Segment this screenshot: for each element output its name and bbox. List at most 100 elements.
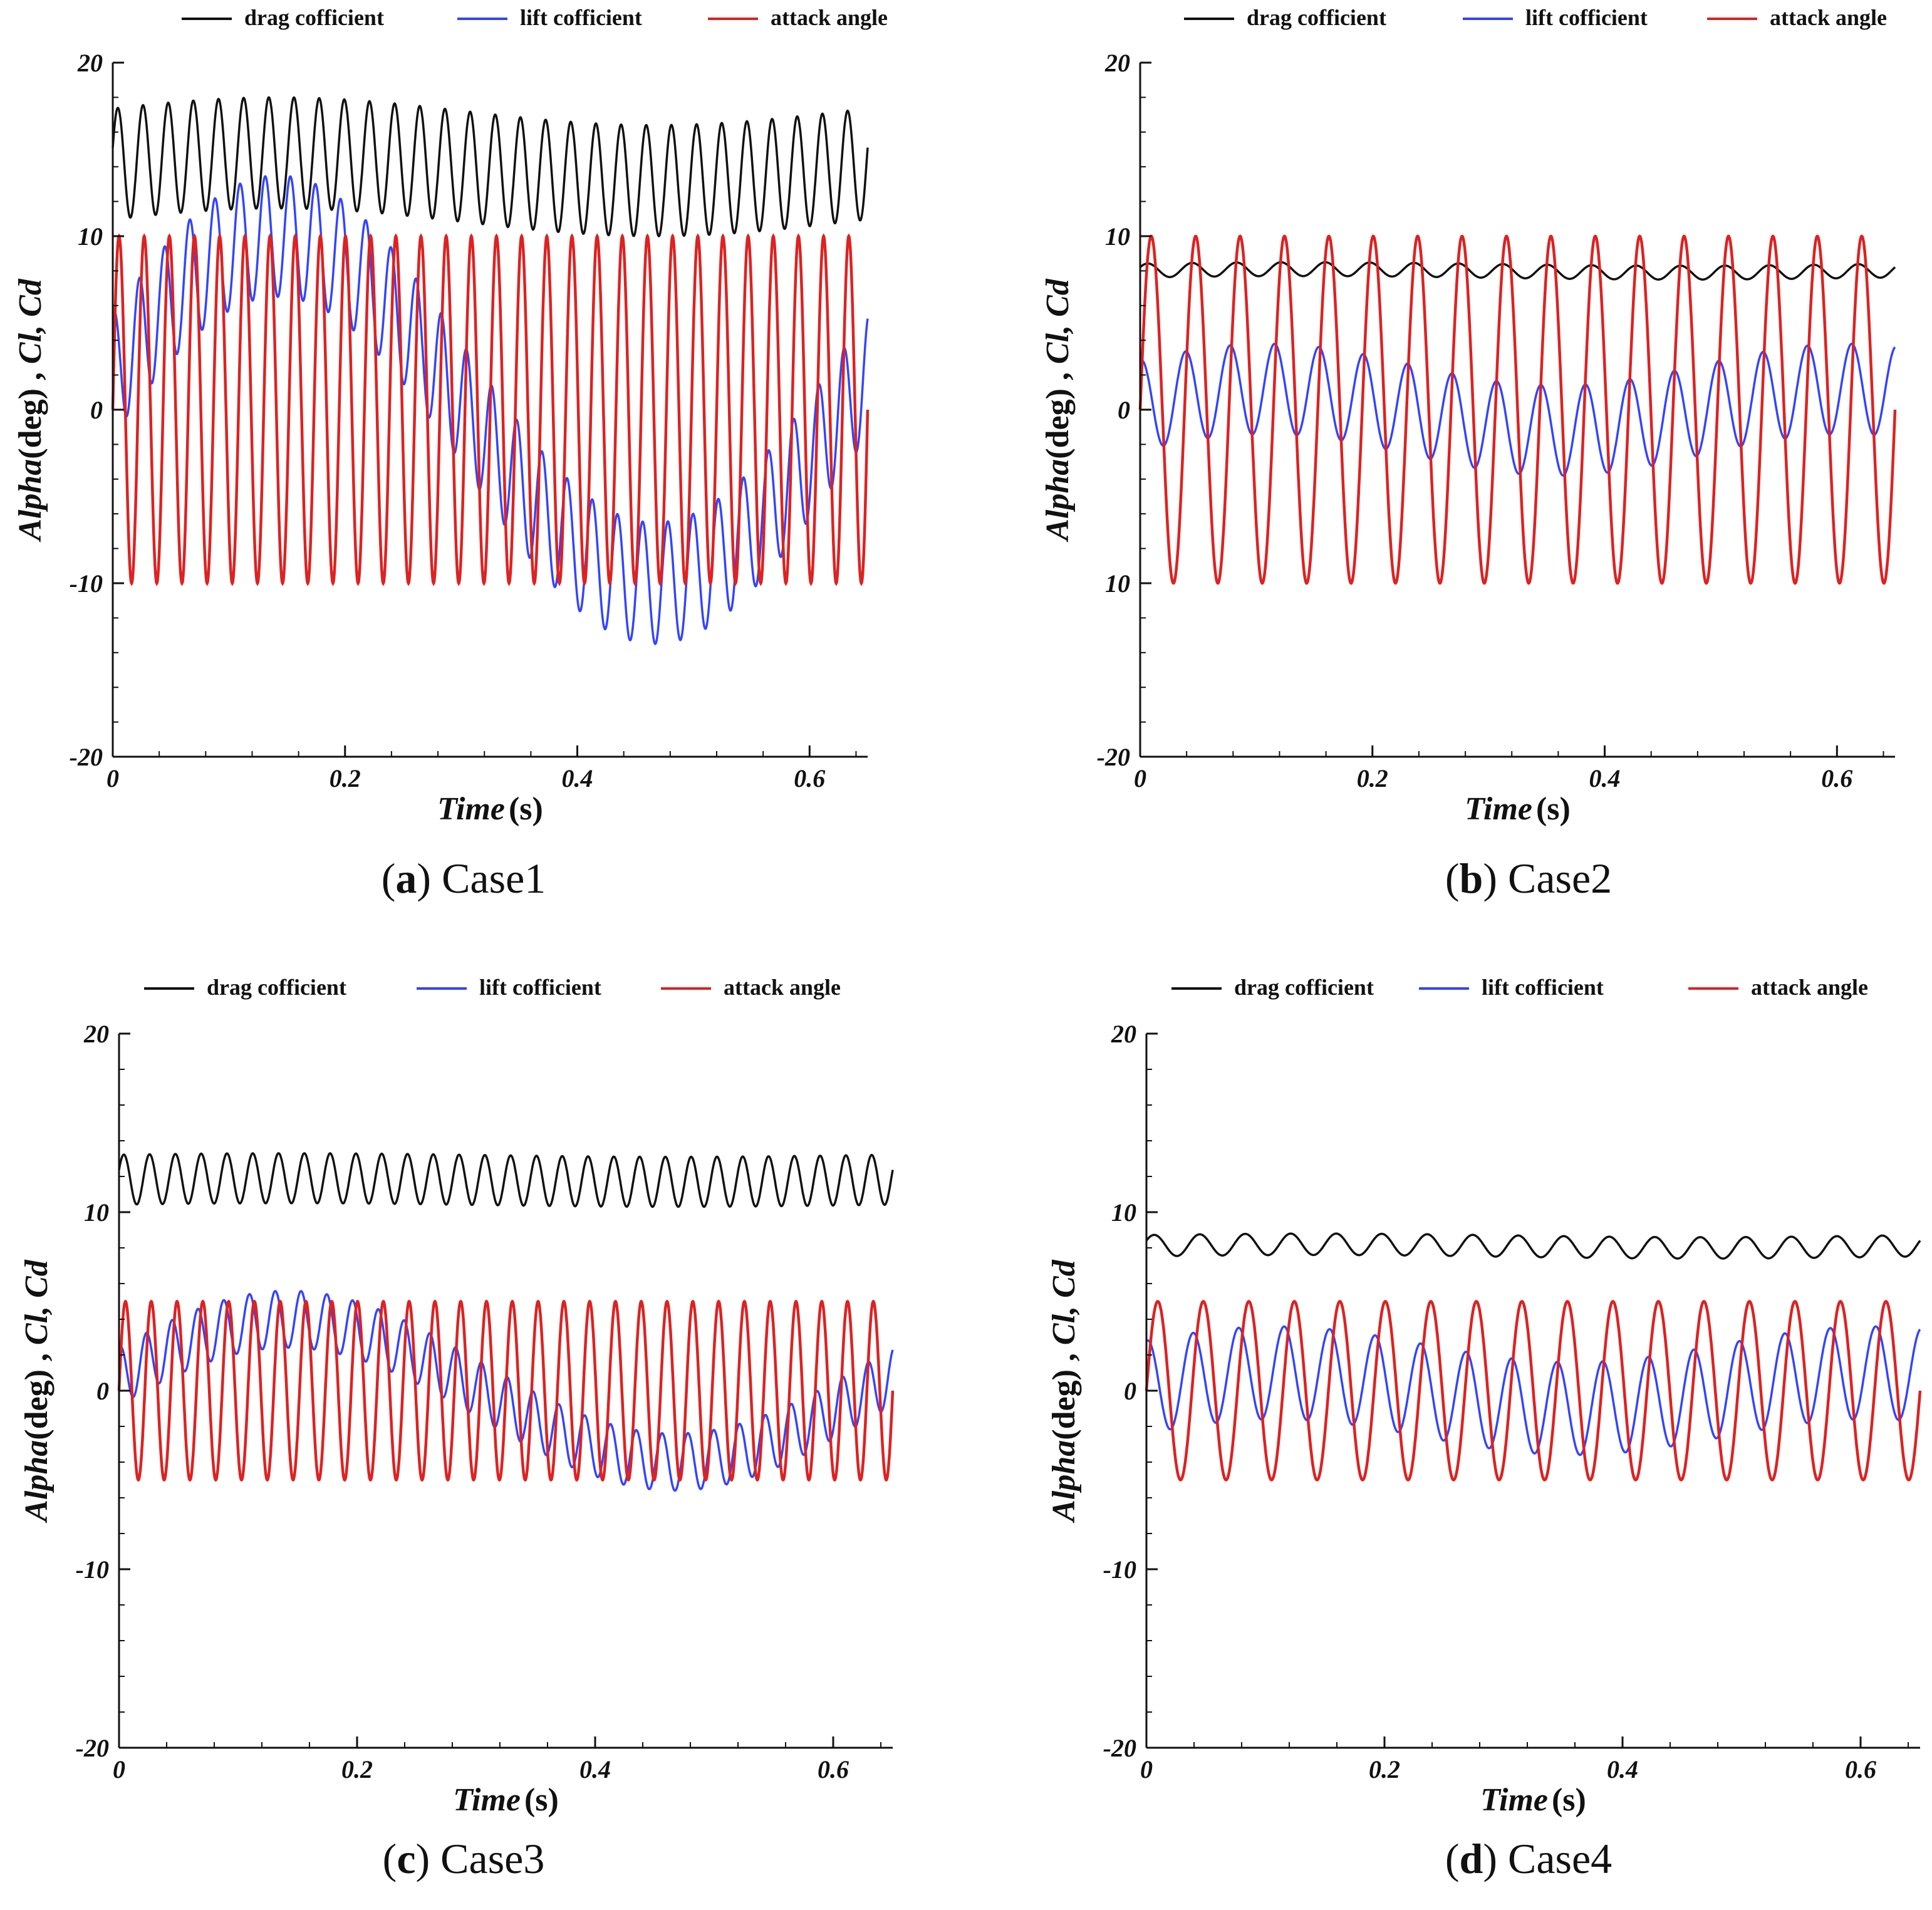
- x-tick-label: 0.4: [579, 1755, 611, 1783]
- x-tick-label: 0.4: [562, 764, 593, 792]
- series-line-attack: [111, 233, 870, 586]
- y-axis-title-alpha: Alpha: [13, 459, 48, 542]
- x-tick-label: 0.2: [1369, 1755, 1400, 1783]
- y-tick-label: -10: [1103, 1555, 1136, 1584]
- y-axis-title-coef: Cl, Cd: [1046, 1259, 1082, 1345]
- x-tick-label: 0.6: [1821, 764, 1852, 792]
- y-tick-label: 20: [1111, 1020, 1136, 1048]
- y-tick-label: 10: [1105, 569, 1130, 598]
- series-line-drag: [1139, 261, 1896, 281]
- legend-label-attack: attack angle: [1770, 5, 1887, 30]
- x-axis-title: Time (s): [437, 791, 543, 827]
- y-axis-title-coef: Cl, Cd: [13, 278, 48, 364]
- y-tick-label: 20: [1104, 49, 1130, 77]
- panel-caption: (d) Case4: [1445, 1835, 1612, 1882]
- series-line-attack: [1138, 234, 1897, 585]
- legend-label-lift: lift cofficient: [1482, 975, 1604, 1000]
- y-tick-label: -20: [76, 1734, 109, 1762]
- x-axis-title-name: Time: [1465, 791, 1532, 827]
- x-tick-label: 0: [106, 764, 119, 792]
- x-axis-title-name: Time: [1480, 1782, 1548, 1818]
- y-tick-label: -20: [1103, 1734, 1136, 1762]
- caption-letter: b: [1459, 854, 1483, 902]
- caption-letter: c: [397, 1835, 415, 1882]
- caption-paren-open: (: [1445, 854, 1460, 902]
- y-axis-title: Alpha(deg) , Cl, Cd: [1040, 278, 1076, 542]
- x-axis-title-name: Time: [453, 1782, 521, 1818]
- x-axis-title-unit: (s): [1552, 1782, 1586, 1818]
- x-tick-label: 0.2: [1357, 764, 1388, 792]
- y-axis-title-alpha: Alpha: [19, 1440, 55, 1523]
- caption-letter: a: [395, 854, 417, 902]
- caption-paren-close: ): [417, 854, 442, 902]
- series-line-lift: [1139, 343, 1896, 477]
- x-axis-title: Time (s): [1480, 1782, 1586, 1818]
- y-tick-label: -10: [76, 1555, 109, 1584]
- legend-label-lift: lift cofficient: [1525, 5, 1648, 30]
- y-tick-label: 10: [84, 1198, 109, 1227]
- y-axis-title-unit: (deg) ,: [1046, 1345, 1082, 1440]
- y-tick-label: -20: [1097, 743, 1130, 771]
- legend-label-drag: drag cofficient: [207, 975, 346, 1000]
- caption-text: Case1: [442, 854, 546, 902]
- y-tick-label: 0: [90, 396, 103, 424]
- x-axis-title: Time (s): [1465, 791, 1571, 827]
- caption-paren-open: (: [382, 854, 396, 902]
- x-tick-label: 0: [1134, 764, 1146, 792]
- y-tick-label: 20: [83, 1020, 109, 1048]
- x-tick-label: 0.4: [1607, 1755, 1638, 1783]
- x-axis-title-unit: (s): [1536, 791, 1571, 827]
- x-tick-label: 0: [1140, 1755, 1153, 1783]
- y-axis-title-unit: (deg) ,: [19, 1345, 55, 1440]
- caption-paren-close: ): [416, 1835, 441, 1882]
- legend-label-attack: attack angle: [1751, 975, 1868, 1000]
- legend-label-drag: drag cofficient: [244, 5, 384, 30]
- legend-label-drag: drag cofficient: [1247, 5, 1386, 30]
- panel-caption: (b) Case2: [1445, 854, 1612, 902]
- x-tick-label: 0.2: [341, 1755, 373, 1783]
- series-line-attack: [1145, 1300, 1922, 1482]
- legend-label-lift: lift cofficient: [479, 975, 601, 1000]
- caption-paren-open: (: [1445, 1835, 1460, 1882]
- caption-text: Case3: [440, 1835, 544, 1882]
- y-axis-title-coef: Cl, Cd: [19, 1259, 55, 1345]
- x-axis-title-unit: (s): [509, 791, 543, 827]
- y-tick-label: -10: [70, 569, 103, 598]
- caption-text: Case4: [1508, 1835, 1612, 1882]
- x-axis-title-unit: (s): [524, 1782, 559, 1818]
- panel-caption: (a) Case1: [382, 854, 546, 902]
- x-tick-label: 0.2: [330, 764, 361, 792]
- caption-paren-close: ): [1483, 854, 1508, 902]
- y-axis-title-unit: (deg) ,: [1040, 364, 1076, 459]
- caption-paren-open: (: [383, 1835, 397, 1882]
- y-axis-title: Alpha(deg) , Cl, Cd: [19, 1259, 55, 1523]
- x-tick-label: 0.6: [818, 1755, 849, 1783]
- y-tick-label: 10: [78, 222, 103, 251]
- legend-label-drag: drag cofficient: [1234, 975, 1374, 1000]
- legend-label-attack: attack angle: [724, 975, 841, 1000]
- x-axis-title-name: Time: [437, 791, 505, 827]
- x-axis-title: Time (s): [453, 1782, 559, 1818]
- y-axis-title-coef: Cl, Cd: [1040, 278, 1076, 364]
- x-tick-label: 0.6: [1845, 1755, 1876, 1783]
- series-line-drag: [118, 1152, 894, 1208]
- panel-caption: (c) Case3: [383, 1835, 545, 1882]
- legend-label-lift: lift cofficient: [520, 5, 642, 30]
- caption-paren-close: ): [1483, 1835, 1508, 1882]
- y-tick-label: 0: [1124, 1377, 1136, 1405]
- y-axis-title-alpha: Alpha: [1040, 459, 1076, 542]
- x-tick-label: 0: [113, 1755, 125, 1783]
- caption-text: Case2: [1508, 854, 1612, 902]
- y-tick-label: 10: [1105, 222, 1130, 251]
- y-tick-label: 20: [77, 49, 103, 77]
- legend-label-attack: attack angle: [771, 5, 888, 30]
- y-tick-label: 10: [1111, 1198, 1136, 1227]
- series-line-lift: [1145, 1325, 1921, 1456]
- series-line-drag: [1145, 1232, 1921, 1260]
- y-axis-title: Alpha(deg) , Cl, Cd: [1046, 1259, 1082, 1523]
